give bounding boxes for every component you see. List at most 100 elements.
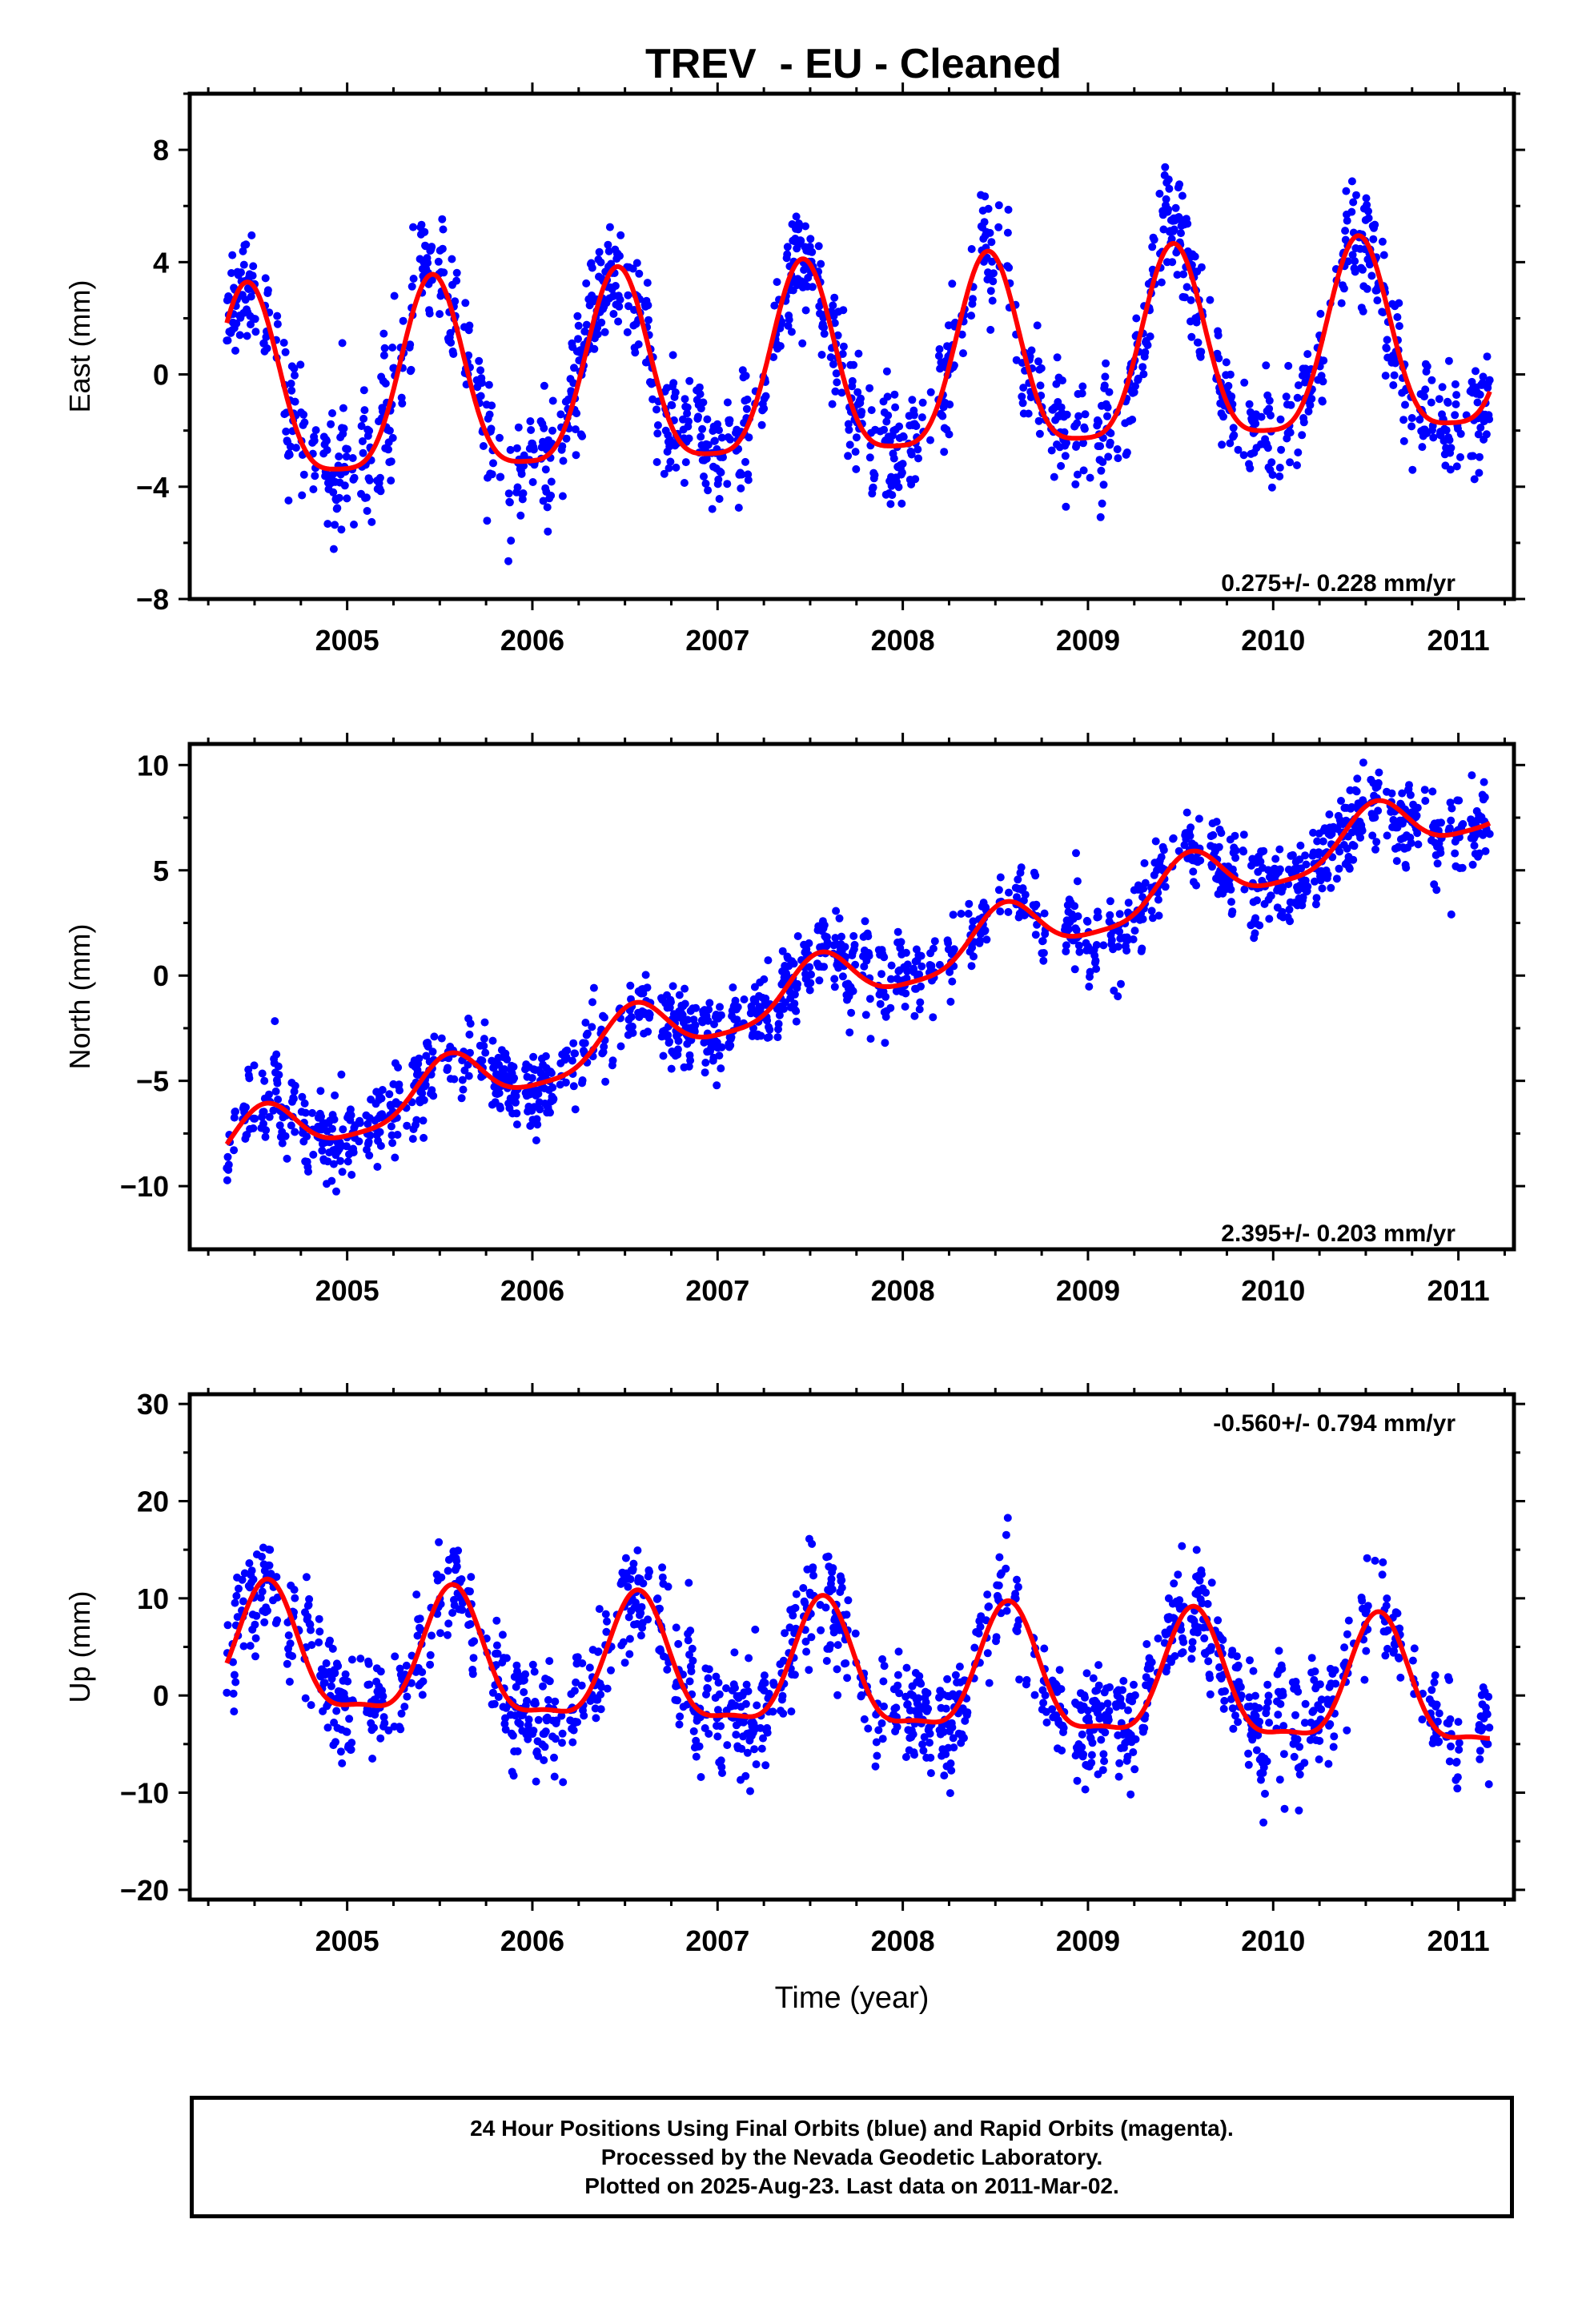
- data-point: [1294, 381, 1303, 390]
- data-point: [1072, 926, 1081, 935]
- data-point: [686, 1056, 695, 1065]
- data-point: [1072, 440, 1081, 449]
- data-point: [381, 379, 390, 388]
- data-point: [355, 1119, 364, 1128]
- data-point: [492, 1616, 501, 1625]
- data-point: [1097, 1702, 1106, 1711]
- data-point: [1236, 1683, 1245, 1691]
- data-point: [333, 504, 342, 513]
- data-point: [917, 982, 925, 991]
- x-tick-label: 2009: [1056, 1924, 1120, 1957]
- data-point: [1079, 466, 1088, 475]
- data-point: [828, 400, 837, 408]
- data-point: [574, 335, 582, 344]
- data-point: [1362, 194, 1371, 203]
- data-point: [258, 1587, 267, 1596]
- data-point: [563, 1046, 572, 1055]
- data-point: [1106, 438, 1114, 447]
- data-point: [1231, 831, 1239, 840]
- data-point: [761, 392, 770, 400]
- data-point: [990, 269, 998, 278]
- data-point: [1382, 344, 1391, 352]
- data-point: [388, 344, 397, 352]
- data-point: [1122, 947, 1131, 955]
- data-point: [797, 236, 805, 245]
- data-point: [298, 1092, 307, 1101]
- data-point: [1245, 1693, 1254, 1702]
- data-point: [1405, 781, 1413, 790]
- data-point: [420, 227, 429, 236]
- data-point: [331, 521, 339, 529]
- data-point: [1146, 1677, 1155, 1686]
- data-point: [688, 1644, 697, 1653]
- data-point: [1240, 885, 1249, 894]
- data-point: [407, 1679, 416, 1687]
- data-point: [641, 971, 650, 979]
- data-point: [837, 1583, 846, 1592]
- data-point: [1159, 225, 1168, 234]
- data-point: [478, 1056, 487, 1065]
- data-point: [1451, 380, 1460, 388]
- data-point: [248, 271, 257, 280]
- data-point: [1042, 1718, 1051, 1727]
- data-point: [1479, 372, 1488, 381]
- data-point: [247, 231, 256, 239]
- data-point: [403, 1692, 412, 1701]
- data-point: [792, 1017, 801, 1026]
- data-point: [1094, 418, 1103, 426]
- data-point: [692, 1003, 701, 1012]
- data-point: [1062, 439, 1070, 447]
- data-point: [1227, 898, 1235, 907]
- x-tick-label: 2007: [685, 1924, 749, 1957]
- data-point: [1301, 1699, 1310, 1708]
- data-point: [672, 1623, 681, 1632]
- data-point: [1413, 829, 1422, 838]
- data-point: [1478, 379, 1487, 388]
- data-point: [681, 984, 689, 993]
- data-point: [741, 1771, 750, 1780]
- data-point: [1280, 1804, 1289, 1813]
- data-point: [1175, 1596, 1184, 1605]
- data-point: [239, 260, 248, 269]
- data-point: [614, 317, 623, 326]
- data-point: [384, 445, 392, 454]
- data-point: [737, 470, 746, 479]
- data-point: [994, 223, 1003, 231]
- data-point: [1395, 1624, 1404, 1633]
- data-point: [783, 243, 792, 251]
- data-point: [1155, 189, 1164, 198]
- data-point: [1033, 321, 1042, 330]
- data-point: [1078, 1743, 1086, 1751]
- data-point: [1401, 400, 1409, 409]
- data-point: [1427, 1686, 1436, 1695]
- data-point: [252, 1611, 261, 1620]
- data-point: [1114, 943, 1122, 951]
- data-point: [1004, 205, 1013, 214]
- data-point: [1379, 1558, 1387, 1566]
- data-point: [580, 1711, 588, 1720]
- data-point: [1207, 1578, 1216, 1587]
- data-point: [960, 1734, 968, 1743]
- data-point: [1362, 1647, 1371, 1655]
- data-point: [1455, 1745, 1464, 1754]
- data-point: [792, 1590, 801, 1598]
- data-point: [572, 451, 580, 460]
- data-point: [1157, 278, 1166, 287]
- data-point: [681, 458, 690, 467]
- data-point: [229, 1689, 238, 1698]
- data-point: [808, 1539, 817, 1548]
- data-point: [845, 440, 854, 449]
- data-point: [703, 415, 712, 424]
- data-point: [1082, 1669, 1091, 1678]
- data-point: [406, 340, 415, 349]
- data-point: [570, 364, 578, 372]
- data-point: [261, 274, 270, 283]
- data-point: [1231, 846, 1240, 855]
- data-point: [645, 1567, 653, 1576]
- data-point: [540, 424, 548, 432]
- data-point: [780, 1004, 788, 1013]
- data-point: [697, 1773, 705, 1781]
- data-point: [528, 478, 537, 486]
- data-point: [663, 1665, 672, 1674]
- data-point: [1431, 1671, 1439, 1679]
